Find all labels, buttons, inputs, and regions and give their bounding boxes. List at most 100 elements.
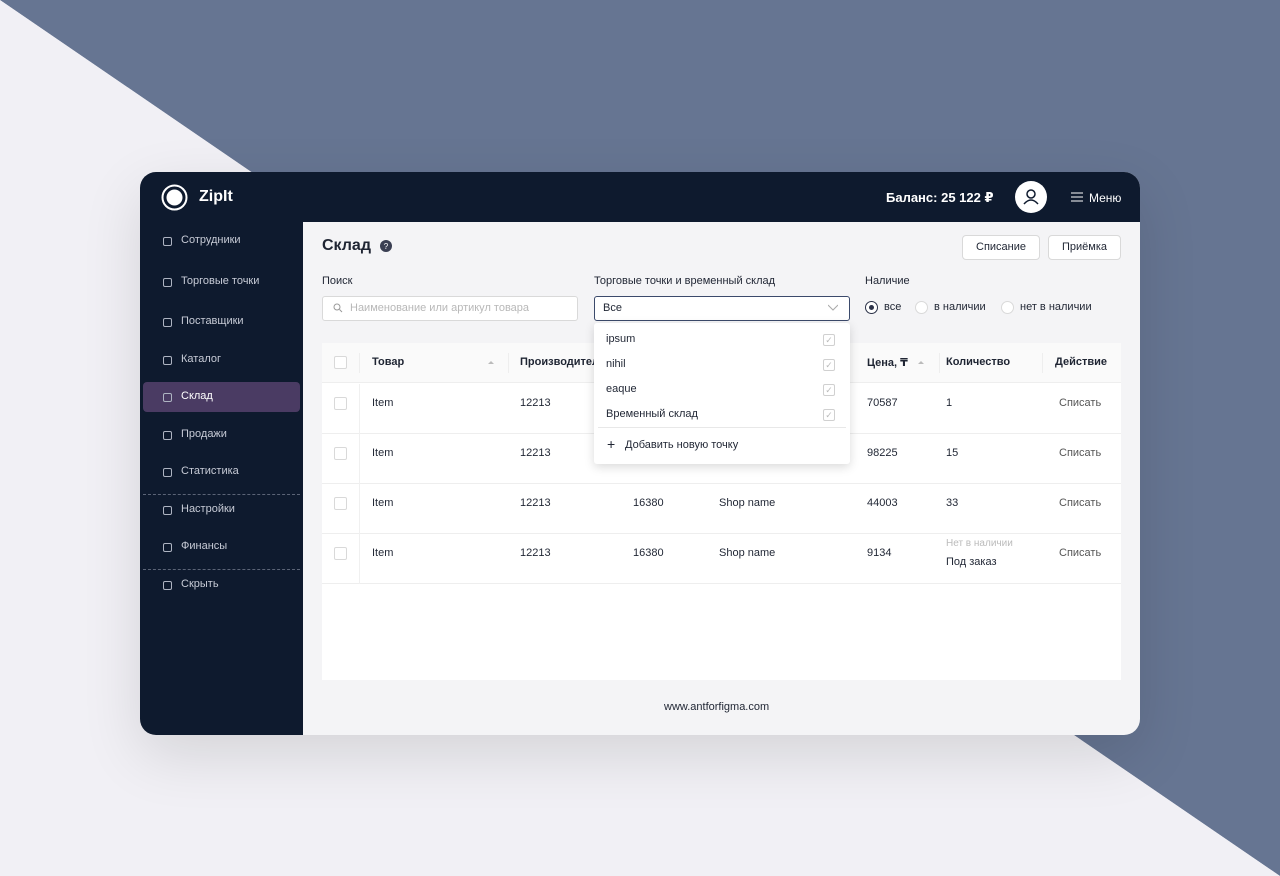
divider — [598, 427, 846, 428]
cell: Item — [372, 547, 394, 559]
filter-label: Торговые точки и временный склад — [594, 275, 776, 287]
option-checkbox[interactable]: ✓ — [823, 359, 835, 371]
nav-item[interactable]: Каталог — [181, 353, 221, 365]
column-header: Действие — [1055, 356, 1107, 368]
nav-item[interactable]: Склад — [181, 390, 213, 402]
cell: 44003 — [867, 497, 898, 509]
help-icon[interactable]: ? — [380, 240, 392, 252]
cell: Shop name — [719, 497, 776, 509]
checkbox[interactable] — [334, 447, 347, 460]
sidebar: Сотрудники Торговые точки Поставщики Катало… — [140, 222, 303, 735]
column-header: Производитель — [520, 356, 606, 368]
page-title: Склад — [322, 237, 371, 254]
cell-divider — [359, 384, 360, 434]
nav-item[interactable]: Скрыть — [181, 578, 219, 590]
top-bar — [140, 172, 1140, 222]
dropdown-option[interactable]: nihil — [606, 358, 626, 370]
chevron — [828, 304, 838, 311]
nav-icon — [163, 581, 172, 590]
nav-icon — [163, 543, 172, 552]
nav-icon — [163, 393, 172, 402]
cell: 9134 — [867, 547, 892, 559]
action-link[interactable]: Списать — [1059, 497, 1102, 509]
column-header: Количество — [946, 356, 1011, 368]
button[interactable]: Списание — [962, 235, 1040, 260]
nav-icon — [163, 237, 172, 246]
avatar[interactable] — [1015, 181, 1047, 213]
checkbox[interactable] — [334, 497, 347, 510]
plus-icon: + — [607, 436, 616, 452]
logo-icon — [161, 184, 188, 211]
nav-item[interactable]: Настройки — [181, 503, 235, 515]
filter-label: Поиск — [322, 275, 353, 287]
option-checkbox[interactable]: ✓ — [823, 409, 835, 421]
column-header: Товар — [372, 356, 405, 368]
search-input[interactable] — [322, 296, 578, 321]
col-divider — [359, 353, 360, 373]
action-link[interactable]: Списать — [1059, 397, 1102, 409]
cell: 1 — [946, 397, 953, 409]
cell: 15 — [946, 447, 959, 459]
select[interactable] — [594, 296, 850, 321]
divider — [143, 494, 300, 495]
radio-dot — [869, 305, 874, 310]
action-link[interactable]: Списать — [1059, 547, 1102, 559]
col-divider — [1042, 353, 1043, 373]
sort-icon[interactable] — [488, 358, 494, 364]
nav-icon — [163, 318, 172, 327]
cell: 70587 — [867, 397, 898, 409]
checkbox[interactable] — [334, 547, 347, 560]
checkbox[interactable] — [334, 397, 347, 410]
cell: 16380 — [633, 547, 664, 559]
cell: Shop name — [719, 547, 776, 559]
cell-divider — [359, 484, 360, 534]
nav-item[interactable]: Сотрудники — [181, 234, 241, 246]
nav-item[interactable]: Поставщики — [181, 315, 244, 327]
option-checkbox[interactable]: ✓ — [823, 334, 835, 346]
nav-item[interactable]: Продажи — [181, 428, 227, 440]
svg-text:?: ? — [384, 242, 389, 251]
dropdown-option[interactable]: eaque — [606, 383, 637, 395]
cell-divider — [359, 534, 360, 584]
stock-note: Нет в наличии — [946, 538, 1013, 549]
add-link[interactable]: Добавить новую точку — [625, 439, 739, 451]
nav-item[interactable]: Финансы — [181, 540, 228, 552]
cell: 12213 — [520, 397, 551, 409]
button[interactable]: Приёмка — [1048, 235, 1121, 260]
footer-link[interactable]: www.antforfigma.com — [664, 701, 770, 713]
cell: 33 — [946, 497, 959, 509]
menu-button[interactable]: Меню — [1089, 191, 1122, 205]
column-header: Цена, ₸ — [867, 357, 908, 369]
balance: Баланс: 25 122 ₽ — [886, 190, 994, 205]
row-border — [322, 483, 1121, 484]
radio[interactable] — [915, 301, 928, 314]
app-window: Сотрудники Торговые точки Поставщики Катало… — [140, 172, 1140, 735]
row-border — [322, 583, 1121, 584]
checkbox[interactable] — [334, 356, 347, 369]
radio-label: все — [884, 301, 902, 313]
sort-icon[interactable] — [918, 358, 924, 364]
active-item — [143, 382, 300, 412]
nav-item[interactable]: Статистика — [181, 465, 239, 477]
col-divider — [508, 353, 509, 373]
action-link[interactable]: Списать — [1059, 447, 1102, 459]
cell: Item — [372, 397, 394, 409]
divider — [143, 569, 300, 570]
radio-label: в наличии — [934, 301, 986, 313]
cell: 16380 — [633, 497, 664, 509]
radio[interactable] — [1001, 301, 1014, 314]
placeholder: Наименование или артикул товара — [350, 302, 530, 314]
nav-item[interactable]: Торговые точки — [181, 275, 260, 287]
dropdown: ipsum ✓ nihil ✓ eaque ✓ Временный склад ✓ + Добав… — [594, 323, 850, 464]
nav-icon — [163, 356, 172, 365]
dropdown-option[interactable]: Временный склад — [606, 408, 698, 420]
search-icon — [333, 303, 343, 313]
cell: Под заказ — [946, 556, 997, 568]
dropdown-option[interactable]: ipsum — [606, 333, 636, 345]
logo: ZipIt — [199, 188, 233, 205]
option-checkbox[interactable]: ✓ — [823, 384, 835, 396]
cell: Item — [372, 447, 394, 459]
radio-label: нет в наличии — [1020, 301, 1092, 313]
